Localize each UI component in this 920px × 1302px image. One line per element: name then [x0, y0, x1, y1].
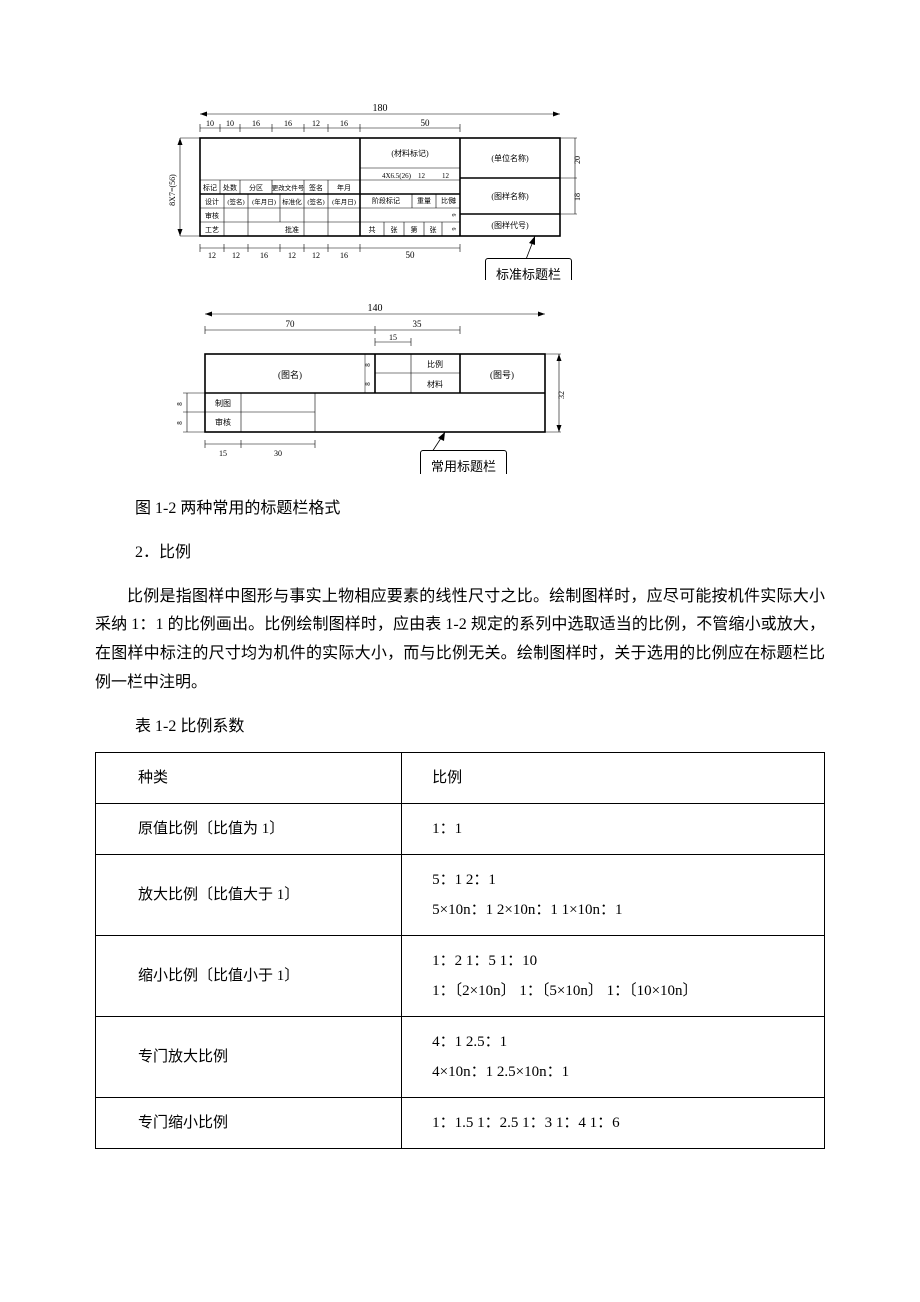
svg-text:50: 50 — [406, 250, 416, 260]
svg-text:材料: 材料 — [427, 379, 443, 389]
scale-table: 种类 比例 原值比例〔比值为 1〕 1：1 放大比例〔比值大于 1〕 5：1 2… — [95, 752, 825, 1149]
svg-text:(图样名称): (图样名称) — [491, 191, 529, 201]
svg-text:标记: 标记 — [203, 183, 217, 192]
svg-text:20: 20 — [573, 156, 582, 164]
svg-text:重量: 重量 — [417, 197, 431, 205]
svg-text:张: 张 — [430, 225, 437, 234]
svg-text:张: 张 — [391, 225, 398, 234]
section-heading: 2．比例 — [135, 539, 825, 568]
table-cell: 放大比例〔比值大于 1〕 — [96, 854, 402, 935]
table-cell: 缩小比例〔比值小于 1〕 — [96, 935, 402, 1016]
table-cell: 4：1 2.5：1 4×10n：1 2.5×10n：1 — [402, 1016, 825, 1097]
cell-line: 1：2 1：5 1：10 1：〔2×10n〕 1：〔5×10n〕 1：〔10×1… — [410, 946, 816, 1006]
svg-text:16: 16 — [340, 251, 348, 260]
svg-text:16: 16 — [252, 119, 260, 128]
svg-text:(图号): (图号) — [490, 370, 514, 380]
svg-text:4X6.5(26): 4X6.5(26) — [382, 172, 412, 180]
callout-standard: 标准标题栏 — [485, 258, 572, 280]
svg-text:(签名): (签名) — [227, 197, 244, 206]
svg-text:(图名): (图名) — [278, 369, 302, 380]
table-row: 专门缩小比例 1：1.5 1：2.5 1：3 1：4 1：6 — [96, 1097, 825, 1148]
svg-text:8X7=(56): 8X7=(56) — [168, 174, 177, 206]
svg-text:工艺: 工艺 — [205, 226, 219, 234]
svg-text:12: 12 — [418, 172, 426, 180]
table-caption: 表 1-2 比例系数 — [135, 713, 825, 742]
svg-text:共: 共 — [369, 225, 376, 234]
dim-180: 180 — [373, 103, 388, 114]
svg-text:更改文件号: 更改文件号 — [272, 183, 305, 192]
cell-line: 4：1 2.5：1 4×10n：1 2.5×10n：1 — [432, 1027, 816, 1087]
svg-text:140: 140 — [368, 303, 383, 314]
table-cell: 专门缩小比例 — [96, 1097, 402, 1148]
table-header-cell: 种类 — [96, 752, 402, 803]
table-header-cell: 比例 — [402, 752, 825, 803]
table-cell: 1：1 — [402, 803, 825, 854]
svg-text:签名: 签名 — [309, 183, 323, 192]
svg-text:12: 12 — [442, 172, 450, 180]
figure-caption: 图 1-2 两种常用的标题栏格式 — [135, 495, 825, 524]
svg-text:50: 50 — [421, 118, 431, 128]
svg-text:制图: 制图 — [215, 398, 231, 408]
svg-text:比例: 比例 — [427, 359, 443, 369]
svg-text:12: 12 — [208, 251, 216, 260]
svg-text:处数: 处数 — [223, 183, 237, 192]
table-row: 种类 比例 — [96, 752, 825, 803]
svg-text:审核: 审核 — [205, 211, 219, 220]
svg-text:(材料标记): (材料标记) — [391, 148, 429, 158]
svg-text:70: 70 — [286, 319, 296, 329]
svg-text:16: 16 — [284, 119, 292, 128]
svg-text:(单位名称): (单位名称) — [491, 153, 529, 163]
table-row: 原值比例〔比值为 1〕 1：1 — [96, 803, 825, 854]
svg-text:12: 12 — [288, 251, 296, 260]
svg-text:9: 9 — [452, 228, 458, 231]
table-cell: 专门放大比例 — [96, 1016, 402, 1097]
table-cell: 1：1.5 1：2.5 1：3 1：4 1：6 — [402, 1097, 825, 1148]
svg-text:批准: 批准 — [285, 225, 299, 234]
svg-text:9: 9 — [452, 214, 458, 217]
svg-text:15: 15 — [219, 449, 227, 458]
common-title-block-diagram: 140 70 35 15 (图名) 比例 材料 (图号) 制图 审核 — [145, 300, 825, 475]
standard-title-block-svg: 180 10 10 16 16 12 16 50 — [145, 100, 600, 280]
svg-text:12: 12 — [312, 119, 320, 128]
table-cell: 5：1 2：1 5×10n：1 2×10n：1 1×10n：1 — [402, 854, 825, 935]
svg-text:(图样代号): (图样代号) — [491, 220, 529, 230]
svg-text:16: 16 — [340, 119, 348, 128]
svg-text:12: 12 — [312, 251, 320, 260]
table-cell: 原值比例〔比值为 1〕 — [96, 803, 402, 854]
svg-text:12: 12 — [232, 251, 240, 260]
table-cell: 1：2 1：5 1：10 1：〔2×10n〕 1：〔5×10n〕 1：〔10×1… — [402, 935, 825, 1016]
table-row: 放大比例〔比值大于 1〕 5：1 2：1 5×10n：1 2×10n：1 1×1… — [96, 854, 825, 935]
svg-text:8: 8 — [176, 402, 184, 406]
svg-text:审核: 审核 — [215, 417, 231, 427]
svg-text:35: 35 — [413, 319, 423, 329]
svg-text:(签名): (签名) — [307, 197, 324, 206]
svg-text:分区: 分区 — [249, 183, 263, 192]
table-row: 缩小比例〔比值小于 1〕 1：2 1：5 1：10 1：〔2×10n〕 1：〔5… — [96, 935, 825, 1016]
svg-text:设计: 设计 — [205, 197, 219, 206]
svg-text:8: 8 — [176, 421, 184, 425]
svg-text:10: 10 — [452, 198, 458, 204]
svg-text:10: 10 — [226, 119, 234, 128]
svg-text:第: 第 — [411, 225, 418, 234]
svg-text:32: 32 — [557, 391, 566, 399]
svg-text:(年月日): (年月日) — [252, 197, 276, 206]
body-paragraph: 比例是指图样中图形与事实上物相应要素的线性尺寸之比。绘制图样时，应尽可能按机件实… — [95, 583, 825, 698]
svg-text:(年月日): (年月日) — [332, 197, 356, 206]
table-row: 专门放大比例 4：1 2.5：1 4×10n：1 2.5×10n：1 — [96, 1016, 825, 1097]
top-dims-row: 10 10 16 16 12 16 50 — [200, 118, 460, 132]
bottom-dims-row: 12 12 16 12 12 16 50 — [200, 244, 460, 260]
svg-text:阶段标记: 阶段标记 — [372, 196, 400, 205]
common-title-block-svg: 140 70 35 15 (图名) 比例 材料 (图号) 制图 审核 — [145, 300, 600, 475]
svg-text:18: 18 — [573, 193, 582, 201]
svg-text:年月: 年月 — [337, 183, 351, 192]
svg-text:标准化: 标准化 — [282, 197, 302, 206]
paragraph-text: 比例是指图样中图形与事实上物相应要素的线性尺寸之比。绘制图样时，应尽可能按机件实… — [95, 588, 825, 691]
standard-title-block-diagram: 180 10 10 16 16 12 16 50 — [145, 100, 825, 280]
svg-text:30: 30 — [274, 449, 282, 458]
cell-line: 5：1 2：1 5×10n：1 2×10n：1 1×10n：1 — [432, 865, 816, 925]
svg-text:16: 16 — [260, 251, 268, 260]
callout-common: 常用标题栏 — [420, 450, 507, 474]
svg-text:10: 10 — [206, 119, 214, 128]
svg-text:15: 15 — [389, 333, 397, 342]
